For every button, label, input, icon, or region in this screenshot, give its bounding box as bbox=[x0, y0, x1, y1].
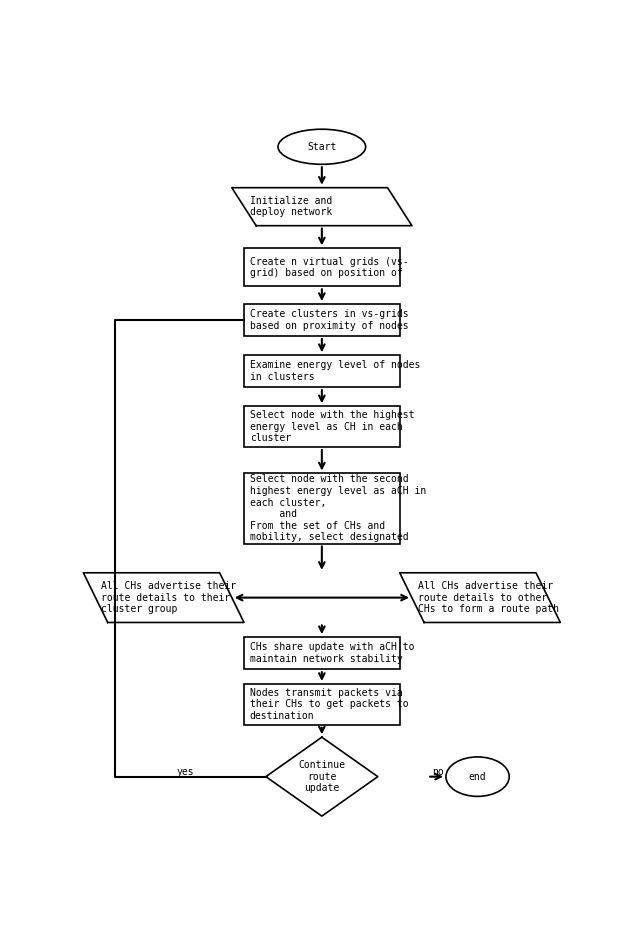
Text: end: end bbox=[468, 772, 487, 782]
Bar bbox=[244, 406, 399, 447]
Text: no: no bbox=[432, 768, 443, 777]
Text: Select node with the second
highest energy level as aCH in
each cluster,
     an: Select node with the second highest ener… bbox=[250, 474, 426, 543]
Text: Create n virtual grids (vs-
grid) based on position of: Create n virtual grids (vs- grid) based … bbox=[250, 256, 408, 278]
Text: Start: Start bbox=[307, 141, 337, 152]
Text: CHs share update with aCH to
maintain network stability: CHs share update with aCH to maintain ne… bbox=[250, 642, 414, 664]
Bar bbox=[244, 355, 399, 387]
Text: yes: yes bbox=[176, 768, 195, 777]
Text: Initialize and
deploy network: Initialize and deploy network bbox=[250, 195, 332, 217]
Bar bbox=[244, 249, 399, 287]
Bar bbox=[244, 684, 399, 725]
Bar bbox=[244, 474, 399, 544]
Text: Create clusters in vs-grids
based on proximity of nodes: Create clusters in vs-grids based on pro… bbox=[250, 309, 408, 331]
Text: Select node with the highest
energy level as CH in each
cluster: Select node with the highest energy leve… bbox=[250, 410, 414, 443]
Text: All CHs advertise their
route details to other
CHs to form a route path: All CHs advertise their route details to… bbox=[418, 581, 559, 614]
Text: Examine energy level of nodes
in clusters: Examine energy level of nodes in cluster… bbox=[250, 361, 420, 381]
Text: Nodes transmit packets via
their CHs to get packets to
destination: Nodes transmit packets via their CHs to … bbox=[250, 688, 408, 721]
Bar bbox=[244, 304, 399, 336]
Text: All CHs advertise their
route details to their
cluster group: All CHs advertise their route details to… bbox=[101, 581, 237, 614]
Text: Continue
route
update: Continue route update bbox=[298, 760, 345, 793]
Bar bbox=[244, 637, 399, 669]
